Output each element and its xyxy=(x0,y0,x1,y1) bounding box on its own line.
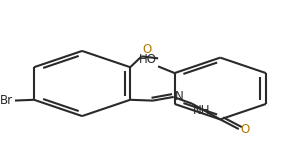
Text: N: N xyxy=(175,90,184,103)
Text: HO: HO xyxy=(139,53,157,66)
Text: NH: NH xyxy=(193,104,210,117)
Text: Br: Br xyxy=(0,94,13,107)
Text: O: O xyxy=(241,123,250,136)
Text: O: O xyxy=(142,43,152,56)
